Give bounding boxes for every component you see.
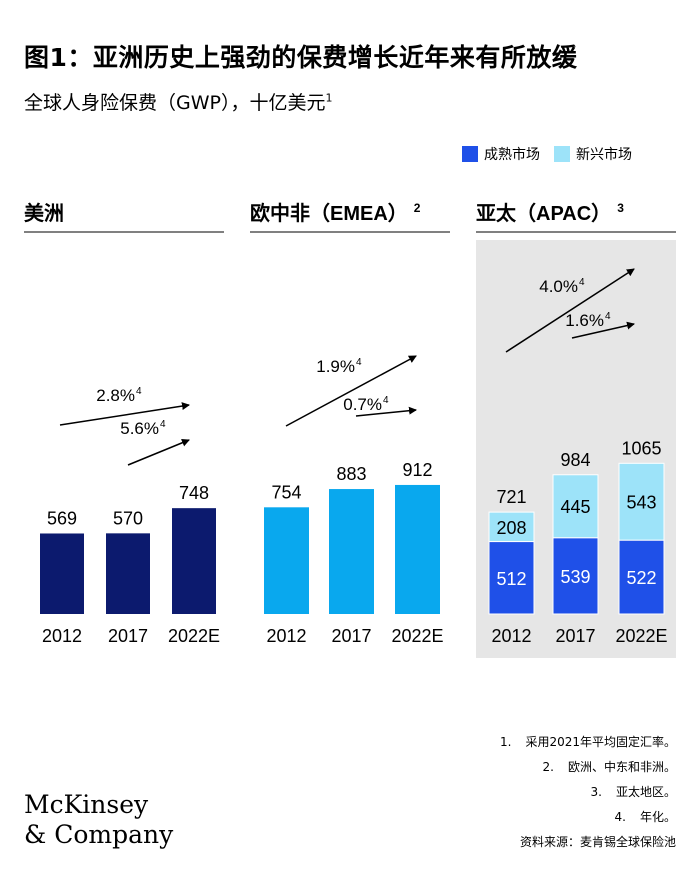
growth-rate-footnote-marker: 4	[136, 386, 142, 397]
bar	[172, 508, 216, 614]
bar-value-label: 445	[560, 497, 590, 517]
legend-label-mature: 成熟市场	[484, 147, 540, 163]
bar	[329, 489, 374, 614]
x-tick-label: 2017	[108, 626, 148, 646]
growth-arrow	[355, 406, 417, 417]
footnote: 3. 亚太地区。	[590, 785, 676, 799]
bar-segment	[618, 462, 665, 541]
panel-title-footnote-marker: 2	[414, 201, 421, 215]
bar	[264, 507, 309, 614]
chart-subtitle: 全球人身险保费（GWP），十亿美元1	[24, 88, 332, 115]
growth-arrow	[571, 321, 635, 339]
growth-rate-label: 4.0%	[539, 277, 578, 296]
bar-segment	[618, 539, 665, 615]
x-tick-label: 2012	[42, 626, 82, 646]
subtitle-text: 全球人身险保费（GWP），十亿美元	[24, 92, 326, 114]
x-tick-label: 2022E	[391, 626, 443, 646]
legend-item-emerging: 新兴市场	[554, 144, 632, 164]
growth-rate-label: 1.6%	[565, 311, 604, 330]
footnote: 2. 欧洲、中东和非洲。	[542, 760, 676, 774]
bar-value-label: 522	[626, 568, 656, 588]
legend-label-emerging: 新兴市场	[576, 147, 632, 163]
growth-rate-label: 5.6%	[120, 419, 159, 438]
bar-total-label: 721	[496, 487, 526, 507]
bar-segment	[552, 537, 599, 615]
panel-title: 亚太（APAC）	[476, 202, 611, 225]
growth-arrow	[505, 268, 635, 353]
growth-arrow	[127, 438, 190, 466]
logo-line-1: McKinsey	[24, 790, 149, 819]
growth-rate-footnote-marker: 4	[356, 357, 362, 368]
bar	[106, 533, 150, 614]
bar-value-label: 543	[626, 493, 656, 513]
bar-value-label: 754	[271, 482, 301, 502]
bar-value-label: 912	[402, 460, 432, 480]
x-tick-label: 2017	[331, 626, 371, 646]
growth-rate-label: 0.7%	[343, 395, 382, 414]
bar-value-label: 539	[560, 567, 590, 587]
growth-rate-label: 2.8%	[96, 386, 135, 405]
bar	[40, 533, 84, 614]
panel-title: 美洲	[24, 201, 64, 225]
bar-value-label: 883	[336, 464, 366, 484]
legend-item-mature: 成熟市场	[462, 144, 540, 164]
bar-value-label: 512	[496, 569, 526, 589]
growth-rate-footnote-marker: 4	[160, 419, 166, 430]
bar-total-label: 1065	[621, 438, 661, 458]
bar-value-label: 208	[496, 518, 526, 538]
growth-rate-footnote-marker: 4	[579, 277, 585, 288]
panel-title: 欧中非（EMEA）	[250, 201, 408, 225]
footnotes: 1. 采用2021年平均固定汇率。 2. 欧洲、中东和非洲。 3. 亚太地区。 4. 年…	[500, 730, 676, 855]
bar-value-label: 570	[113, 508, 143, 528]
chart-title: 图1：亚洲历史上强劲的保费增长近年来有所放缓	[24, 43, 578, 72]
bar	[395, 484, 440, 614]
footnote: 4. 年化。	[614, 810, 676, 824]
x-tick-label: 2022E	[168, 626, 220, 646]
growth-rate-footnote-marker: 4	[605, 311, 611, 322]
growth-arrow	[59, 402, 190, 426]
footnote: 1. 采用2021年平均固定汇率。	[500, 735, 676, 749]
growth-rate-label: 1.9%	[316, 357, 355, 376]
legend-swatch-mature	[462, 146, 478, 162]
x-tick-label: 2012	[266, 626, 306, 646]
growth-rate-footnote-marker: 4	[383, 395, 389, 406]
x-tick-label: 2012	[491, 626, 531, 646]
source-note: 资料来源：麦肯锡全球保险池	[519, 835, 676, 849]
bar-segment	[488, 511, 535, 543]
x-tick-label: 2017	[555, 626, 595, 646]
subtitle-footnote-marker: 1	[325, 91, 333, 105]
bar-segment	[552, 474, 599, 539]
bar-value-label: 569	[47, 508, 77, 528]
growth-arrow	[285, 355, 417, 427]
bar-value-label: 748	[179, 483, 209, 503]
legend-swatch-emerging	[554, 146, 570, 162]
panel-title-footnote-marker: 3	[617, 201, 624, 215]
bar-total-label: 984	[560, 450, 590, 470]
legend: 成熟市场 新兴市场	[462, 144, 646, 164]
x-tick-label: 2022E	[615, 626, 667, 646]
logo-line-2: & Company	[24, 820, 174, 849]
mckinsey-logo: McKinsey & Company	[24, 790, 173, 850]
